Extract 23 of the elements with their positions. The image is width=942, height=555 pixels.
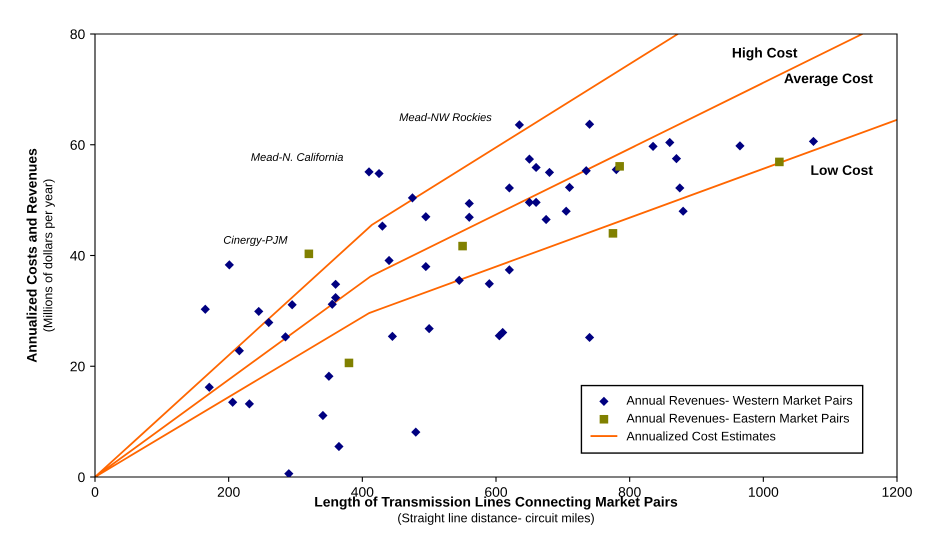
legend-label: Annual Revenues- Western Market Pairs — [626, 396, 852, 405]
legend-label: Annualized Cost Estimates — [626, 431, 776, 441]
x-axis-title: Length of Transmission Lines Connecting Market Pairs (Straight line distance- circuit miles) — [315, 496, 678, 525]
y-tick-label: 40 — [70, 250, 85, 261]
legend-label: Annual Revenues- Eastern Market Pairs — [626, 413, 849, 423]
x-tick-label: 1200 — [882, 487, 912, 497]
x-tick-label: 400 — [351, 487, 374, 497]
y-tick-label: 60 — [70, 140, 85, 150]
x-tick-label: 200 — [218, 487, 240, 497]
y-axis-title: Annualized Costs and Revenues (Millions of dollars per year) — [26, 148, 55, 362]
annotation: Mead-NW Rockies — [400, 112, 492, 122]
annotation: Low Cost — [811, 165, 873, 176]
y-tick-label: 20 — [70, 362, 85, 372]
y-tick-label: 80 — [70, 29, 85, 40]
annotation: Cinergy-PJM — [224, 236, 288, 246]
annotation: High Cost — [732, 47, 798, 60]
annotation: Mead-N. California — [251, 152, 344, 162]
y-tick-label: 0 — [78, 472, 85, 482]
x-tick-label: 0 — [92, 487, 98, 497]
annotation: Average Cost — [784, 73, 873, 86]
x-tick-label: 800 — [618, 487, 641, 497]
x-tick-label: 1000 — [748, 487, 778, 497]
x-tick-label: 600 — [485, 487, 508, 497]
